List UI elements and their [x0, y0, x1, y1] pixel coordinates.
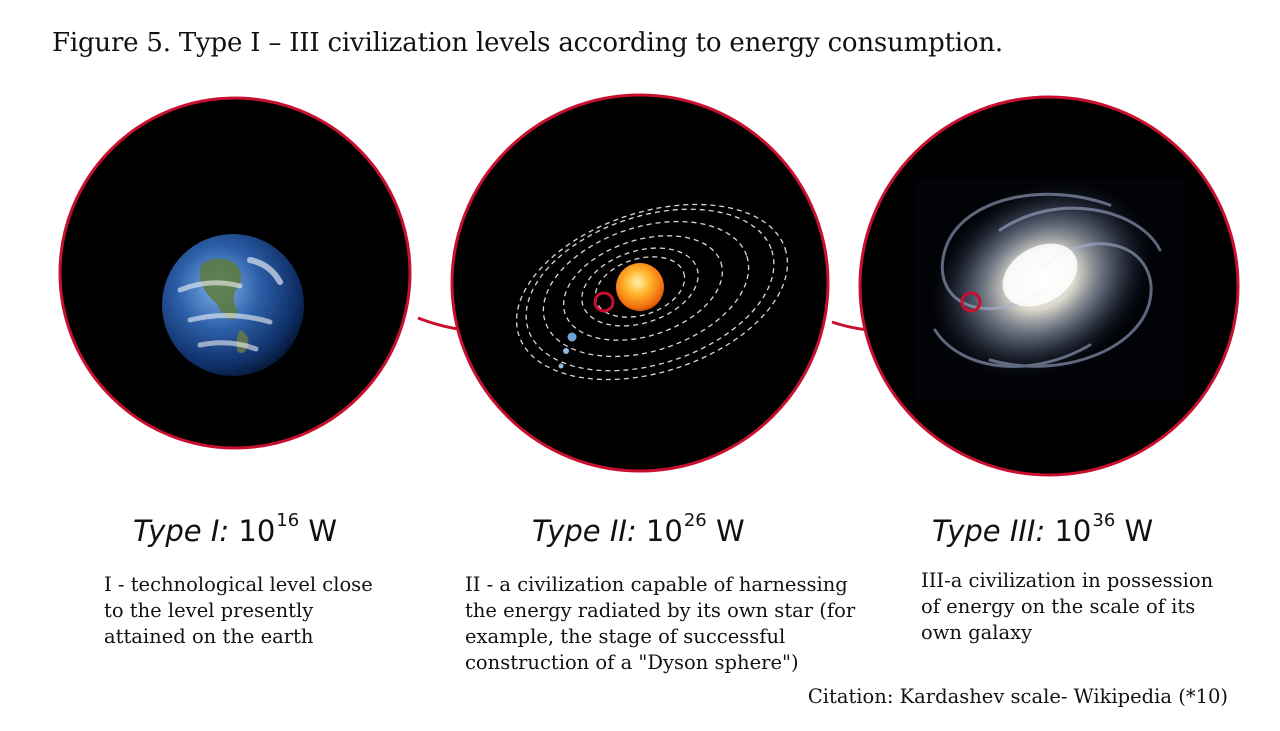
- magnifier-ring-icon: [960, 291, 982, 313]
- earth-image: [162, 234, 304, 376]
- type-ii-description: II - a civilization capable of harnessin…: [465, 573, 856, 674]
- type-iii-panel: [858, 95, 1240, 477]
- type-ii-panel: [450, 93, 830, 473]
- type-iii-heading: Type III: 1036 W: [932, 510, 1154, 548]
- figure-title: Figure 5. Type I – III civilization leve…: [52, 28, 1003, 58]
- planet-icon: [567, 332, 577, 342]
- type-ii-heading: Type II: 1026 W: [532, 510, 745, 548]
- type-i-panel: [58, 96, 412, 450]
- type-i-description: I - technological level close to the lev…: [104, 573, 373, 648]
- solar-system-image: [515, 203, 789, 381]
- type-iii-description: III-a civilization in possession of ener…: [921, 569, 1214, 644]
- citation: Citation: Kardashev scale- Wikipedia (*1…: [807, 685, 1228, 708]
- galaxy-image: [914, 178, 1184, 400]
- planet-icon: [558, 363, 564, 369]
- type-i-heading: Type I: 1016 W: [133, 510, 338, 548]
- planet-icon: [563, 348, 569, 354]
- sun-icon: [616, 263, 664, 311]
- magnifier-ring-icon: [593, 291, 615, 313]
